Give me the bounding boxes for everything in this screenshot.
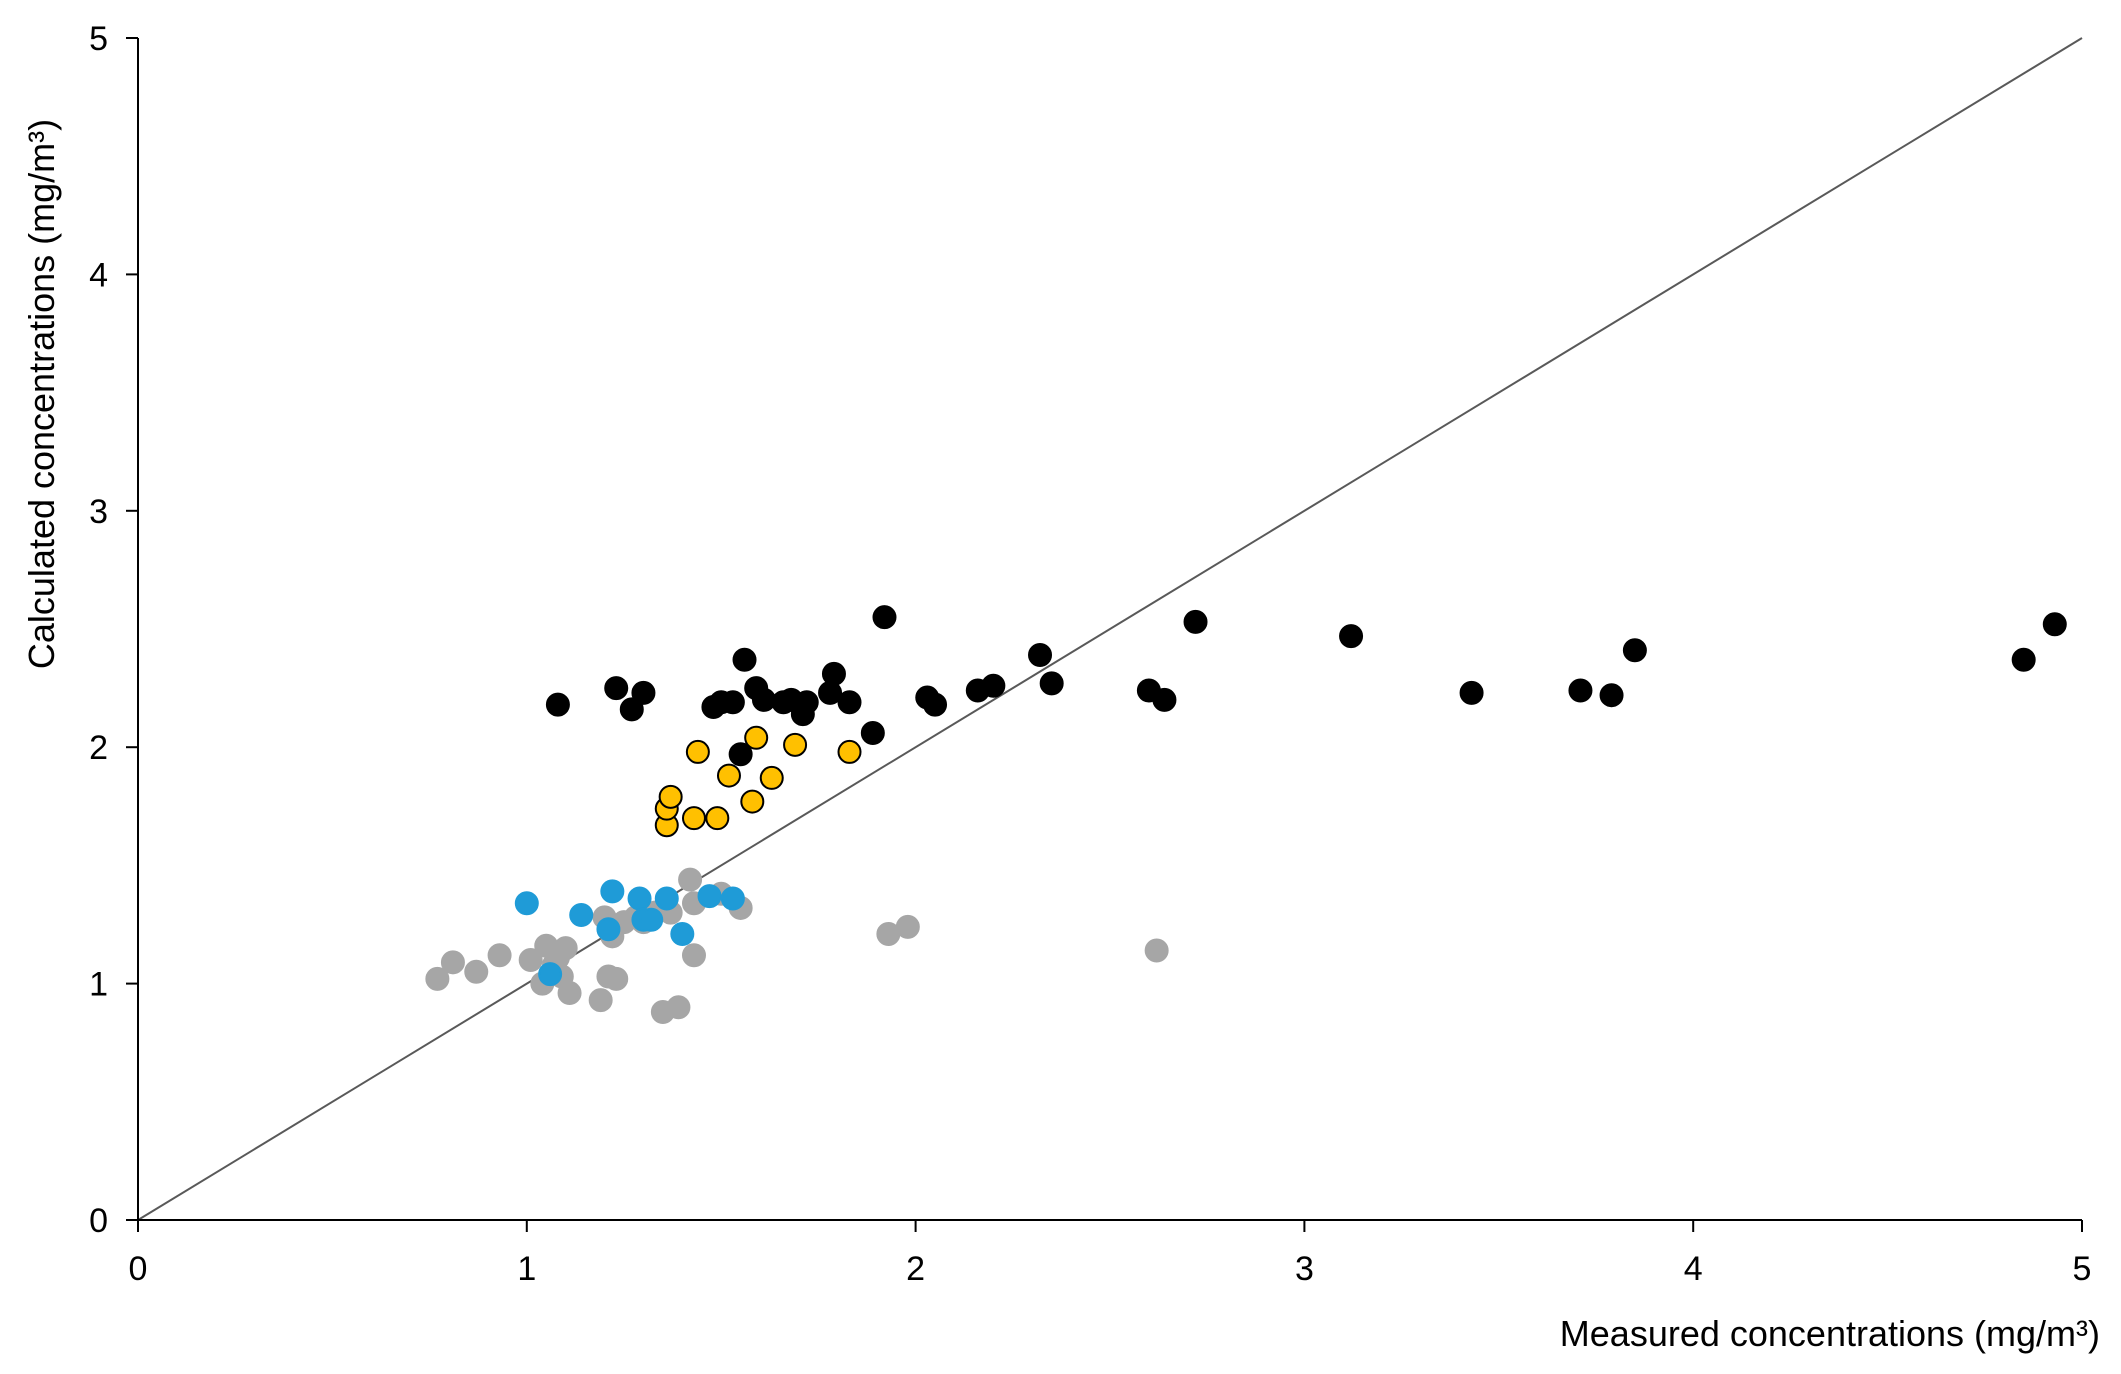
data-point bbox=[2011, 647, 2036, 672]
data-point bbox=[588, 988, 613, 1013]
data-point bbox=[783, 732, 808, 757]
series-0 bbox=[545, 605, 2067, 767]
data-point bbox=[860, 721, 885, 746]
data-point bbox=[681, 943, 706, 968]
data-point bbox=[681, 806, 706, 831]
data-point bbox=[1459, 680, 1484, 705]
data-point bbox=[923, 692, 948, 717]
data-point bbox=[720, 886, 745, 911]
data-point bbox=[514, 891, 539, 916]
y-tick-label: 3 bbox=[89, 493, 108, 531]
y-tick-label: 4 bbox=[89, 256, 108, 294]
data-point bbox=[1152, 687, 1177, 712]
data-point bbox=[1039, 671, 1064, 696]
data-point bbox=[705, 806, 730, 831]
data-point bbox=[670, 921, 695, 946]
x-axis-label: Measured concentrations (mg/m³) bbox=[1560, 1313, 2100, 1354]
data-point bbox=[666, 995, 691, 1020]
data-point bbox=[716, 763, 741, 788]
y-tick-label: 5 bbox=[89, 20, 108, 58]
y-tick-label: 0 bbox=[89, 1202, 108, 1240]
data-point bbox=[639, 907, 664, 932]
series-2 bbox=[425, 867, 1169, 1024]
data-point bbox=[487, 943, 512, 968]
data-point bbox=[627, 886, 652, 911]
data-point bbox=[728, 742, 753, 767]
data-point bbox=[759, 765, 784, 790]
data-point bbox=[658, 784, 683, 809]
data-point bbox=[744, 725, 769, 750]
tick-labels-layer: 0 1 2 3 4 5 0 1 2 3 4 5 bbox=[89, 20, 2091, 1288]
data-point bbox=[720, 690, 745, 715]
data-point bbox=[685, 739, 710, 764]
data-point bbox=[557, 981, 582, 1006]
data-point bbox=[2042, 612, 2067, 637]
series-1 bbox=[654, 725, 862, 838]
y-axis-label: Calculated concentrations (mg/m³) bbox=[21, 119, 62, 669]
y-tick-label: 2 bbox=[89, 729, 108, 767]
x-tick-label: 2 bbox=[906, 1250, 925, 1288]
data-point bbox=[1339, 624, 1364, 649]
x-tick-label: 3 bbox=[1295, 1250, 1314, 1288]
data-point bbox=[872, 605, 897, 630]
x-tick-label: 1 bbox=[517, 1250, 536, 1288]
x-tick-label: 0 bbox=[129, 1250, 148, 1288]
data-point bbox=[732, 647, 757, 672]
data-point bbox=[1568, 678, 1593, 703]
data-point bbox=[604, 966, 629, 991]
data-point bbox=[604, 676, 629, 701]
data-point bbox=[837, 739, 862, 764]
data-point bbox=[553, 936, 578, 961]
data-point bbox=[425, 966, 450, 991]
data-point bbox=[1183, 609, 1208, 634]
series-3 bbox=[514, 879, 745, 987]
reference-line bbox=[137, 37, 2083, 1221]
data-point bbox=[440, 950, 465, 975]
x-tick-label: 4 bbox=[1684, 1250, 1703, 1288]
data-point bbox=[654, 886, 679, 911]
data-point bbox=[895, 914, 920, 939]
y-tick-label: 1 bbox=[89, 966, 108, 1004]
data-point bbox=[837, 690, 862, 715]
data-point bbox=[1028, 643, 1053, 668]
data-point bbox=[740, 789, 765, 814]
data-point bbox=[678, 867, 703, 892]
data-point bbox=[981, 673, 1006, 698]
reference-line-layer bbox=[137, 37, 2083, 1221]
data-point bbox=[697, 884, 722, 909]
data-point bbox=[1144, 938, 1169, 963]
data-points-layer bbox=[425, 605, 2067, 1024]
data-point bbox=[600, 879, 625, 904]
data-point bbox=[794, 690, 819, 715]
data-point bbox=[821, 661, 846, 686]
data-point bbox=[464, 959, 489, 984]
data-point bbox=[518, 947, 543, 972]
data-point bbox=[596, 917, 621, 942]
data-point bbox=[1622, 638, 1647, 663]
x-tick-label: 5 bbox=[2073, 1250, 2092, 1288]
data-point bbox=[619, 697, 644, 722]
data-point bbox=[569, 903, 594, 928]
axes-layer bbox=[126, 37, 2083, 1232]
data-point bbox=[545, 692, 570, 717]
data-point bbox=[1599, 683, 1624, 708]
data-point bbox=[631, 680, 656, 705]
data-point bbox=[538, 962, 563, 987]
